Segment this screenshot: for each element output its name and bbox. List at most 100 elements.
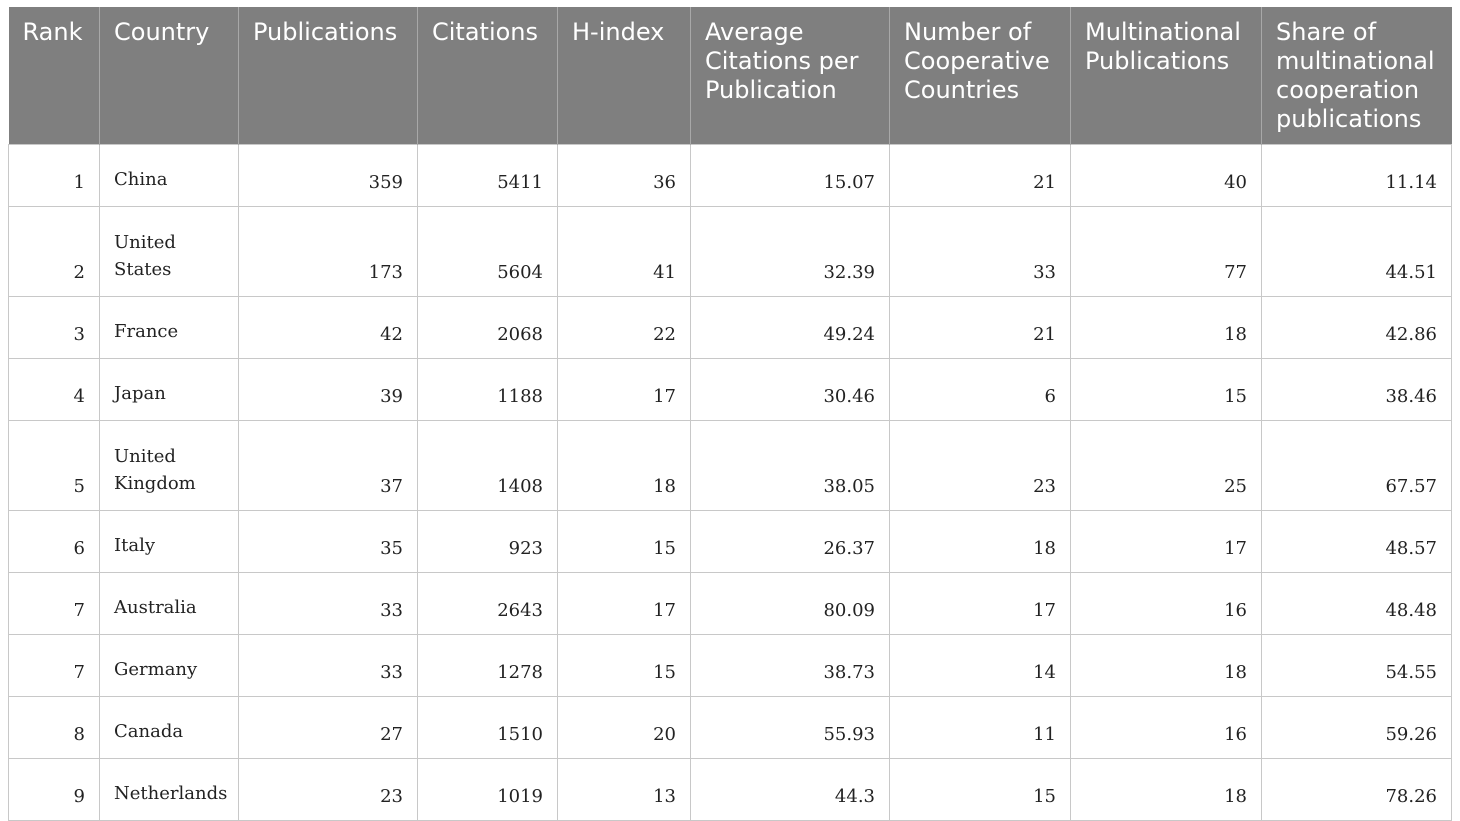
table-row: 8 Canada 27 1510 20 55.93 11 16 59.26 bbox=[8, 696, 1452, 759]
cell-h-index: 20 bbox=[557, 696, 691, 759]
cell-share-multinational: 59.26 bbox=[1261, 696, 1452, 759]
header-citations: Citations bbox=[417, 7, 558, 145]
cell-multinational-publications: 15 bbox=[1070, 358, 1262, 421]
cell-publications: 35 bbox=[238, 510, 418, 573]
cell-publications: 173 bbox=[238, 206, 418, 297]
cell-h-index: 17 bbox=[557, 572, 691, 635]
header-country: Country bbox=[99, 7, 239, 145]
cell-average-citations: 80.09 bbox=[690, 572, 890, 635]
cell-country: Canada bbox=[99, 696, 239, 759]
table-row: 4 Japan 39 1188 17 30.46 6 15 38.46 bbox=[8, 358, 1452, 421]
cell-country: United Kingdom bbox=[99, 420, 239, 511]
cell-rank: 7 bbox=[8, 572, 100, 635]
table-row: 1 China 359 5411 36 15.07 21 40 11.14 bbox=[8, 144, 1452, 207]
cell-country: France bbox=[99, 296, 239, 359]
cell-cooperative-countries: 17 bbox=[889, 572, 1071, 635]
cell-citations: 1019 bbox=[417, 758, 558, 821]
cell-country: United States bbox=[99, 206, 239, 297]
cell-h-index: 15 bbox=[557, 634, 691, 697]
cell-rank: 5 bbox=[8, 420, 100, 511]
cell-share-multinational: 54.55 bbox=[1261, 634, 1452, 697]
cell-rank: 9 bbox=[8, 758, 100, 821]
cell-average-citations: 55.93 bbox=[690, 696, 890, 759]
cell-h-index: 41 bbox=[557, 206, 691, 297]
cell-rank: 7 bbox=[8, 634, 100, 697]
header-rank: Rank bbox=[8, 7, 100, 145]
table-row: 6 Italy 35 923 15 26.37 18 17 48.57 bbox=[8, 510, 1452, 573]
cell-share-multinational: 42.86 bbox=[1261, 296, 1452, 359]
cell-cooperative-countries: 14 bbox=[889, 634, 1071, 697]
cell-multinational-publications: 18 bbox=[1070, 758, 1262, 821]
cell-rank: 3 bbox=[8, 296, 100, 359]
header-share-multinational: Share of multinational cooperation publi… bbox=[1261, 7, 1452, 145]
cell-average-citations: 49.24 bbox=[690, 296, 890, 359]
cell-multinational-publications: 17 bbox=[1070, 510, 1262, 573]
cell-average-citations: 38.05 bbox=[690, 420, 890, 511]
cell-multinational-publications: 77 bbox=[1070, 206, 1262, 297]
cell-cooperative-countries: 11 bbox=[889, 696, 1071, 759]
cell-share-multinational: 78.26 bbox=[1261, 758, 1452, 821]
cell-h-index: 36 bbox=[557, 144, 691, 207]
cell-h-index: 18 bbox=[557, 420, 691, 511]
table-row: 7 Germany 33 1278 15 38.73 14 18 54.55 bbox=[8, 634, 1452, 697]
cell-share-multinational: 38.46 bbox=[1261, 358, 1452, 421]
table-row: 9 Netherlands 23 1019 13 44.3 15 18 78.26 bbox=[8, 758, 1452, 821]
table-row: 5 United Kingdom 37 1408 18 38.05 23 25 67.57 bbox=[8, 420, 1452, 511]
cell-multinational-publications: 18 bbox=[1070, 296, 1262, 359]
cell-multinational-publications: 16 bbox=[1070, 572, 1262, 635]
cell-country: Italy bbox=[99, 510, 239, 573]
cell-average-citations: 32.39 bbox=[690, 206, 890, 297]
cell-average-citations: 15.07 bbox=[690, 144, 890, 207]
cell-country: Netherlands bbox=[99, 758, 239, 821]
cell-citations: 1408 bbox=[417, 420, 558, 511]
cell-share-multinational: 48.57 bbox=[1261, 510, 1452, 573]
cell-publications: 37 bbox=[238, 420, 418, 511]
cell-citations: 2643 bbox=[417, 572, 558, 635]
cell-rank: 6 bbox=[8, 510, 100, 573]
cell-country: Australia bbox=[99, 572, 239, 635]
cell-citations: 5411 bbox=[417, 144, 558, 207]
cell-rank: 4 bbox=[8, 358, 100, 421]
cell-h-index: 15 bbox=[557, 510, 691, 573]
cell-h-index: 13 bbox=[557, 758, 691, 821]
cell-publications: 23 bbox=[238, 758, 418, 821]
cell-cooperative-countries: 21 bbox=[889, 144, 1071, 207]
cell-cooperative-countries: 33 bbox=[889, 206, 1071, 297]
cell-multinational-publications: 16 bbox=[1070, 696, 1262, 759]
header-cooperative-countries: Number of Cooperative Countries bbox=[889, 7, 1071, 145]
cell-publications: 359 bbox=[238, 144, 418, 207]
cell-citations: 923 bbox=[417, 510, 558, 573]
cell-cooperative-countries: 18 bbox=[889, 510, 1071, 573]
country-publications-table: Rank Country Publications Citations H-in… bbox=[8, 7, 1452, 821]
cell-country: China bbox=[99, 144, 239, 207]
cell-cooperative-countries: 6 bbox=[889, 358, 1071, 421]
cell-publications: 42 bbox=[238, 296, 418, 359]
header-average-citations: Average Citations per Publication bbox=[690, 7, 890, 145]
cell-rank: 2 bbox=[8, 206, 100, 297]
table-row: 2 United States 173 5604 41 32.39 33 77 44.51 bbox=[8, 206, 1452, 297]
cell-h-index: 17 bbox=[557, 358, 691, 421]
cell-cooperative-countries: 15 bbox=[889, 758, 1071, 821]
cell-share-multinational: 67.57 bbox=[1261, 420, 1452, 511]
cell-country: Germany bbox=[99, 634, 239, 697]
cell-share-multinational: 11.14 bbox=[1261, 144, 1452, 207]
cell-multinational-publications: 40 bbox=[1070, 144, 1262, 207]
cell-citations: 2068 bbox=[417, 296, 558, 359]
cell-publications: 33 bbox=[238, 634, 418, 697]
cell-citations: 1188 bbox=[417, 358, 558, 421]
header-publications: Publications bbox=[238, 7, 418, 145]
cell-multinational-publications: 25 bbox=[1070, 420, 1262, 511]
header-row: Rank Country Publications Citations H-in… bbox=[8, 7, 1452, 145]
cell-cooperative-countries: 21 bbox=[889, 296, 1071, 359]
header-multinational-publications: Multinational Publications bbox=[1070, 7, 1262, 145]
cell-publications: 27 bbox=[238, 696, 418, 759]
cell-h-index: 22 bbox=[557, 296, 691, 359]
cell-average-citations: 38.73 bbox=[690, 634, 890, 697]
header-h-index: H-index bbox=[557, 7, 691, 145]
cell-rank: 1 bbox=[8, 144, 100, 207]
cell-citations: 1510 bbox=[417, 696, 558, 759]
cell-average-citations: 30.46 bbox=[690, 358, 890, 421]
table-row: 7 Australia 33 2643 17 80.09 17 16 48.48 bbox=[8, 572, 1452, 635]
cell-rank: 8 bbox=[8, 696, 100, 759]
table-row: 3 France 42 2068 22 49.24 21 18 42.86 bbox=[8, 296, 1452, 359]
